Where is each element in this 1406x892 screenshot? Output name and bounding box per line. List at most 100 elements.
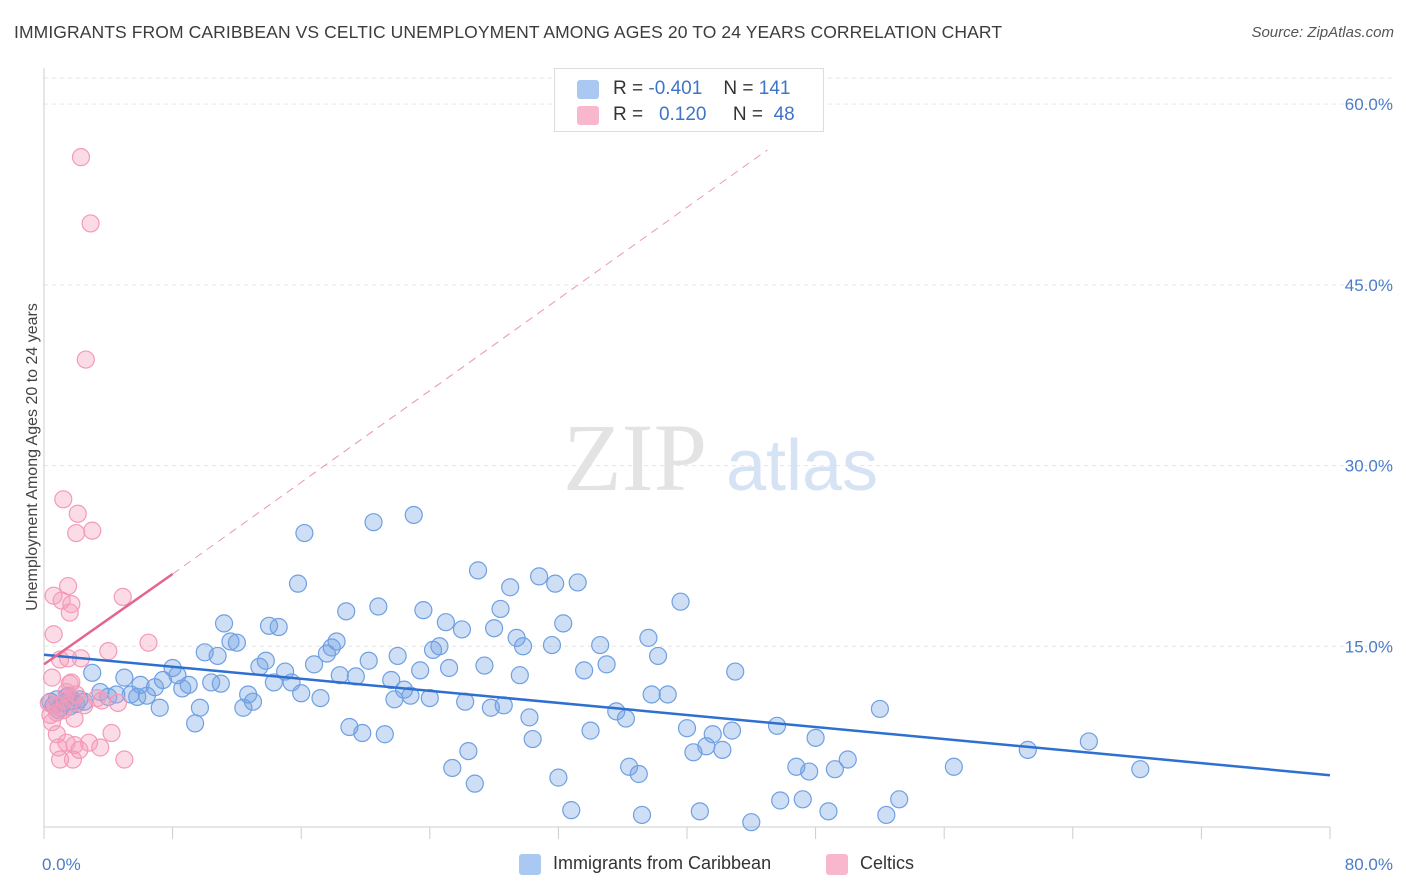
point-caribbean bbox=[944, 757, 963, 776]
point-caribbean bbox=[870, 699, 890, 719]
point-caribbean bbox=[793, 790, 812, 809]
point-celtics bbox=[83, 521, 102, 540]
point-caribbean bbox=[639, 628, 658, 647]
point-caribbean bbox=[890, 790, 909, 809]
point-celtics bbox=[87, 688, 107, 708]
point-celtics bbox=[113, 587, 132, 606]
point-caribbean bbox=[292, 684, 311, 703]
point-caribbean bbox=[671, 592, 690, 611]
point-caribbean bbox=[382, 670, 401, 690]
point-caribbean bbox=[353, 723, 372, 743]
point-caribbean bbox=[475, 656, 494, 675]
point-celtics bbox=[42, 668, 62, 687]
point-caribbean bbox=[128, 687, 147, 706]
legend-n-value: 48 bbox=[773, 104, 795, 125]
point-celtics bbox=[67, 523, 86, 543]
point-celtics bbox=[44, 625, 63, 644]
x-tick-label: 80.0% bbox=[1345, 855, 1393, 874]
point-caribbean bbox=[819, 802, 838, 821]
point-caribbean bbox=[179, 675, 198, 694]
point-caribbean bbox=[658, 685, 677, 704]
point-caribbean bbox=[322, 638, 341, 657]
point-celtics bbox=[62, 595, 81, 614]
point-caribbean bbox=[411, 661, 430, 680]
y-tick-label: 45.0% bbox=[1345, 276, 1393, 295]
point-caribbean bbox=[359, 651, 378, 670]
point-celtics bbox=[50, 750, 70, 769]
point-caribbean bbox=[214, 614, 234, 633]
point-caribbean bbox=[581, 721, 600, 740]
point-caribbean bbox=[1018, 740, 1037, 759]
point-celtics bbox=[54, 490, 73, 509]
point-caribbean bbox=[83, 663, 102, 682]
point-caribbean bbox=[620, 757, 639, 776]
point-caribbean bbox=[642, 685, 661, 704]
point-caribbean bbox=[330, 666, 349, 685]
point-celtics bbox=[115, 750, 134, 769]
x-tick-label: 0.0% bbox=[42, 855, 81, 874]
grid-lines bbox=[44, 77, 1392, 647]
point-celtics bbox=[108, 693, 128, 713]
legend-swatch-caribbean bbox=[577, 80, 599, 99]
point-caribbean bbox=[131, 675, 150, 694]
point-caribbean bbox=[542, 635, 562, 655]
legend-r-label: R = bbox=[613, 78, 644, 99]
y-tick-label: 60.0% bbox=[1345, 95, 1393, 114]
point-caribbean bbox=[256, 651, 275, 670]
point-celtics bbox=[102, 723, 121, 743]
correlation-legend: R = -0.401 N = 141 R = 0.120 N = 48 bbox=[554, 68, 824, 132]
point-caribbean bbox=[190, 698, 210, 717]
point-caribbean bbox=[554, 614, 573, 633]
point-caribbean bbox=[648, 646, 668, 666]
point-caribbean bbox=[510, 666, 529, 685]
point-caribbean bbox=[295, 523, 314, 543]
point-caribbean bbox=[465, 774, 484, 793]
trend-line-celtics bbox=[43, 572, 174, 666]
point-caribbean bbox=[364, 513, 383, 532]
bottom-legend-label-caribbean: Immigrants from Caribbean bbox=[553, 853, 772, 873]
legend-n-label: N = bbox=[723, 78, 754, 99]
point-caribbean bbox=[501, 578, 520, 597]
point-caribbean bbox=[150, 698, 169, 717]
point-caribbean bbox=[806, 728, 825, 747]
point-caribbean bbox=[468, 561, 488, 580]
point-caribbean bbox=[439, 658, 459, 678]
point-caribbean bbox=[520, 708, 539, 727]
point-celtics bbox=[76, 350, 95, 369]
y-axis-label: Unemployment Among Ages 20 to 24 years bbox=[24, 303, 41, 611]
point-caribbean bbox=[800, 762, 819, 781]
point-caribbean bbox=[369, 597, 388, 616]
trend-lines bbox=[43, 149, 1331, 777]
point-caribbean bbox=[208, 646, 227, 666]
point-caribbean bbox=[597, 655, 616, 674]
point-caribbean bbox=[317, 644, 337, 663]
point-caribbean bbox=[375, 725, 394, 744]
point-caribbean bbox=[259, 616, 279, 635]
point-caribbean bbox=[549, 768, 568, 787]
point-caribbean bbox=[523, 729, 542, 749]
point-celtics bbox=[139, 633, 158, 652]
point-caribbean bbox=[430, 637, 449, 656]
legend-text-celtics: R = 0.120 N = 48 bbox=[613, 104, 795, 126]
point-caribbean bbox=[420, 688, 439, 708]
axes bbox=[43, 68, 1331, 839]
point-caribbean bbox=[825, 760, 844, 779]
point-caribbean bbox=[491, 599, 510, 619]
point-caribbean bbox=[186, 714, 205, 733]
watermark-atlas: atlas bbox=[726, 426, 878, 506]
y-tick-label: 15.0% bbox=[1345, 637, 1393, 656]
point-caribbean bbox=[677, 719, 697, 738]
point-celtics bbox=[59, 576, 78, 596]
point-caribbean bbox=[337, 602, 356, 621]
point-caribbean bbox=[221, 632, 240, 651]
point-celtics bbox=[70, 740, 89, 759]
point-caribbean bbox=[436, 613, 455, 632]
legend-n-label: N = bbox=[732, 104, 764, 125]
point-celtics bbox=[99, 642, 118, 661]
point-caribbean bbox=[546, 574, 565, 593]
data-points bbox=[39, 148, 1150, 832]
point-caribbean bbox=[211, 674, 230, 693]
point-caribbean bbox=[485, 619, 504, 638]
point-celtics bbox=[79, 733, 99, 752]
point-celtics bbox=[91, 738, 110, 757]
